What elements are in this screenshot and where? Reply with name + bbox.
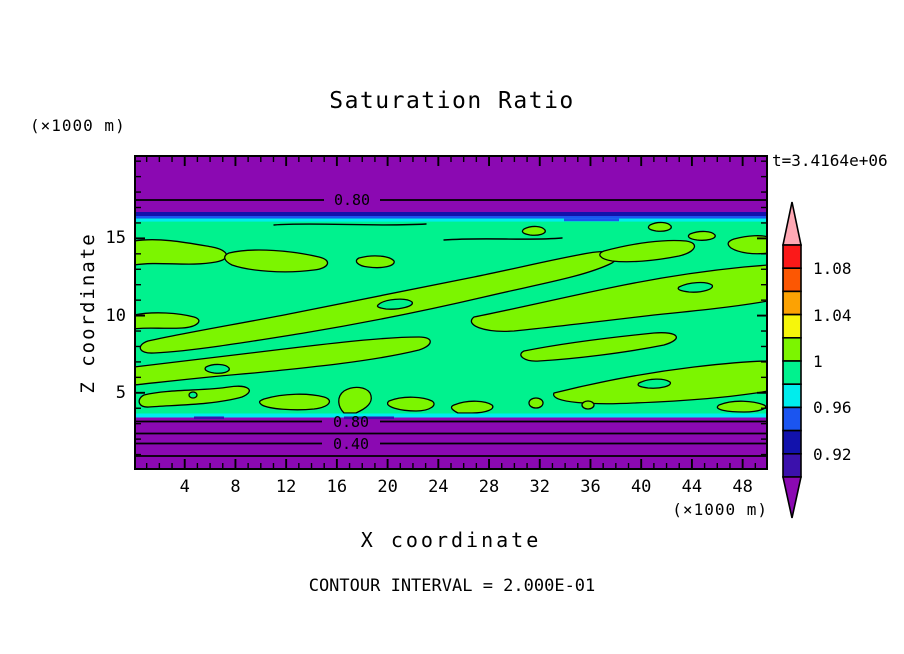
colorbar-cell-0.9 [782,453,802,478]
colorbar-label-1.04: 1.04 [813,305,852,325]
contour-interval-caption: CONTOUR INTERVAL = 2.000E-01 [308,576,596,596]
x-tick-label-16: 16 [326,477,348,497]
contour-label-bottom-040: 0.40 [333,435,369,453]
contour-label-top-080: 0.80 [334,191,370,209]
colorbar-label-0.96: 0.96 [813,398,852,418]
colorbar-cell-0.92 [782,429,802,455]
x-tick-label-12: 12 [275,477,297,497]
colorbar-below-arrow [782,476,802,519]
x-tick-label-40: 40 [630,477,652,497]
x-tick-label-32: 32 [529,477,550,497]
z-tick-label-5: 5 [115,382,126,403]
colorbar-cell-1.06 [782,267,802,293]
z-tick-label-15: 15 [105,228,126,249]
x-tick-label-28: 28 [478,477,500,497]
x-tick-label-44: 44 [681,477,703,497]
colorbar-cell-1.04 [782,290,802,316]
contour-label-bottom-080: 0.80 [333,413,369,431]
page-title: Saturation Ratio [329,88,575,114]
line-contours: 0.80 0.80 0.40 [134,191,768,457]
x-axis-units: (×1000 m) [672,500,768,519]
colorbar-label-1: 1 [813,352,823,371]
y-axis-units: (×1000 m) [30,116,126,135]
colorbar-cell-1 [782,337,802,362]
colorbar-cell-0.96 [782,383,802,409]
colorbar [782,201,802,519]
x-tick-label-36: 36 [580,477,601,497]
patch-holes [188,281,714,399]
x-tick-label-8: 8 [230,477,241,497]
top-bands [134,155,768,222]
x-tick-label-48: 48 [732,477,753,497]
colorbar-cell-1.02 [782,313,802,339]
colorbar-cell-0.94 [782,406,802,432]
colorbar-cell-0.98 [782,360,802,386]
x-tick-label-4: 4 [179,477,190,497]
time-annotation: t=3.4164e+06 [772,151,888,170]
colorbar-cell-1.08 [782,244,802,270]
x-tick-label-20: 20 [377,477,398,497]
axis-ticks [136,157,766,468]
supersaturation-patches [134,221,768,414]
colorbar-label-0.92: 0.92 [813,444,852,464]
colorbar-above-arrow [782,201,802,246]
x-tick-label-24: 24 [428,477,449,497]
colorbar-label-1.08: 1.08 [813,259,852,279]
z-tick-label-10: 10 [105,305,126,326]
contour-field: 0.80 0.80 0.40 [134,155,768,470]
x-axis-label: X coordinate [360,528,542,552]
